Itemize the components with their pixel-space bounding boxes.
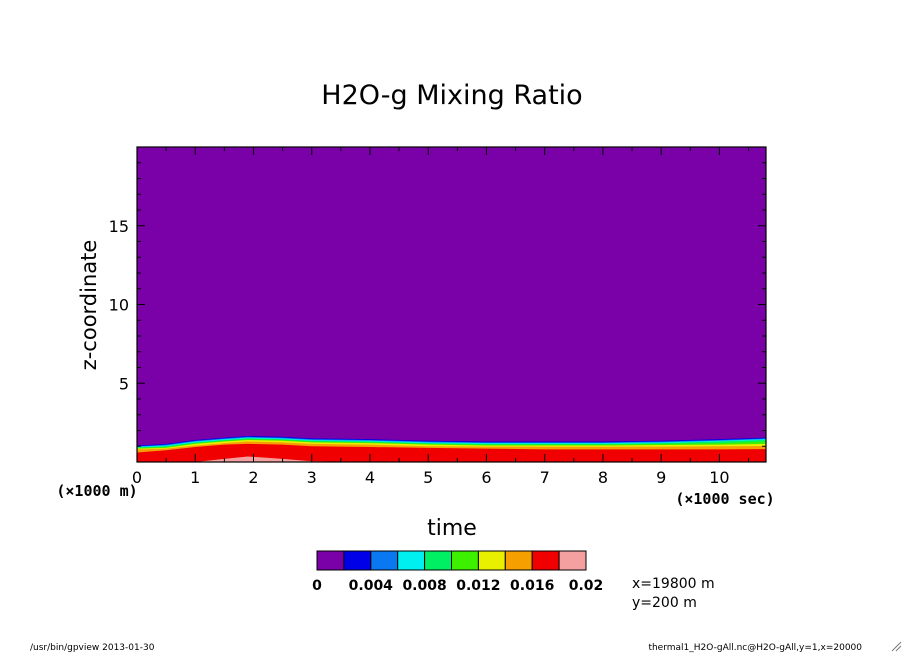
colorbar-swatch xyxy=(343,550,372,571)
plot-area xyxy=(136,146,767,463)
colorbar-labels: 0 0.004 0.008 0.012 0.016 0.02 xyxy=(312,578,603,594)
contour-band xyxy=(137,456,766,462)
colorbar-label: 0.012 xyxy=(456,578,500,594)
x-tick-label: 8 xyxy=(598,468,608,487)
colorbar-swatch xyxy=(424,550,453,571)
footer-right: thermal1_H2O-gAll.nc@H2O-gAll,y=1,x=2000… xyxy=(648,643,862,653)
x-tick-label: 1 xyxy=(190,468,200,487)
chart-title: H2O-g Mixing Ratio xyxy=(321,80,582,111)
y-tick-label: 15 xyxy=(109,217,129,236)
colorbar-swatch xyxy=(477,550,506,571)
colorbar-swatch xyxy=(370,550,399,571)
y-axis-unit: (×1000 m) xyxy=(56,482,137,500)
x-tick-label: 9 xyxy=(656,468,666,487)
heatmap-background xyxy=(137,147,766,462)
resize-grip-icon[interactable] xyxy=(891,641,902,652)
colorbar-swatch xyxy=(504,550,533,571)
y-axis-label: z-coordinate xyxy=(77,240,101,371)
location-y-note: y=200 m xyxy=(632,595,697,611)
x-tick-label: 2 xyxy=(248,468,258,487)
colorbar-swatch xyxy=(531,550,560,571)
colorbar-label: 0.004 xyxy=(349,578,394,594)
colorbar-swatch xyxy=(316,550,345,571)
x-tick-label: 7 xyxy=(540,468,550,487)
x-tick-labels: 0 1 2 3 4 5 6 7 8 9 10 xyxy=(132,468,730,487)
colorbar-label: 0 xyxy=(312,578,322,594)
colorbar-swatch xyxy=(558,550,587,571)
x-tick-label: 6 xyxy=(481,468,491,487)
x-tick-label: 10 xyxy=(709,468,729,487)
y-tick-labels: 5 10 15 xyxy=(109,217,129,394)
footer-left: /usr/bin/gpview 2013-01-30 xyxy=(30,643,155,653)
colorbar-label: 0.008 xyxy=(402,578,446,594)
colorbar-swatch xyxy=(451,550,479,571)
y-tick-label: 5 xyxy=(119,374,129,393)
colorbar-label: 0.016 xyxy=(510,578,554,594)
colorbar-label: 0.02 xyxy=(569,578,604,594)
y-tick-label: 10 xyxy=(109,296,129,315)
x-axis-label: time xyxy=(427,516,477,541)
x-tick-label: 3 xyxy=(307,468,317,487)
x-tick-label: 0 xyxy=(132,468,142,487)
colorbar-swatch xyxy=(397,550,426,571)
x-tick-label: 5 xyxy=(423,468,433,487)
x-tick-label: 4 xyxy=(365,468,375,487)
tick-marks xyxy=(136,147,766,462)
contour-band xyxy=(137,443,766,462)
location-x-note: x=19800 m xyxy=(632,576,715,592)
colorbar xyxy=(316,550,587,571)
x-axis-unit: (×1000 sec) xyxy=(675,490,774,508)
